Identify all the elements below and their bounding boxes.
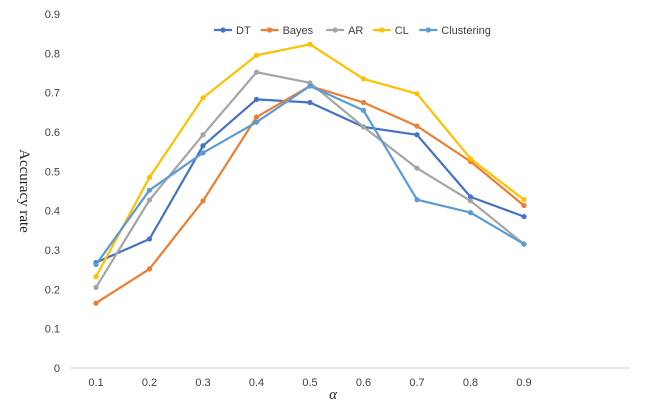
legend-item: AR xyxy=(326,25,363,37)
x-tick-label: 0.1 xyxy=(88,377,103,389)
series-cl xyxy=(93,41,527,280)
data-point xyxy=(200,150,206,156)
data-point xyxy=(467,198,474,204)
data-point xyxy=(521,241,527,247)
x-axis-title: α xyxy=(329,387,338,403)
data-point xyxy=(414,123,420,129)
y-axis-title: Accuracy rate xyxy=(16,149,32,233)
legend-item: Bayes xyxy=(260,25,314,37)
legend: DT Bayes AR CL Clustering xyxy=(214,25,491,37)
data-point xyxy=(253,119,260,125)
y-tick-label: 0.6 xyxy=(45,127,60,139)
data-point xyxy=(93,300,99,306)
series-line xyxy=(94,84,526,266)
legend-swatch-marker xyxy=(379,27,385,33)
x-tick-label: 0.6 xyxy=(356,377,371,389)
y-tick-label: 0.1 xyxy=(45,324,60,336)
legend-item: CL xyxy=(372,25,409,37)
data-point xyxy=(467,210,474,216)
legend-label: Clustering xyxy=(441,25,491,37)
x-tick-label: 0.7 xyxy=(409,377,424,389)
data-point xyxy=(93,274,99,280)
y-tick-label: 0.2 xyxy=(45,284,60,296)
data-point xyxy=(360,124,367,130)
data-point xyxy=(414,132,420,138)
data-point xyxy=(253,69,260,75)
data-point xyxy=(200,132,206,138)
y-tick-label: 0.8 xyxy=(45,48,60,60)
x-tick-label: 0.5 xyxy=(302,377,317,389)
data-point xyxy=(307,99,313,106)
data-point xyxy=(467,156,474,162)
x-tick-label: 0.8 xyxy=(463,377,478,389)
data-point xyxy=(146,236,153,242)
data-point xyxy=(200,198,206,204)
legend-swatch-marker xyxy=(220,27,226,33)
data-point xyxy=(521,197,527,203)
data-point xyxy=(200,143,206,149)
data-point xyxy=(253,114,260,120)
data-point xyxy=(414,197,420,203)
x-tick-label: 0.2 xyxy=(142,377,157,389)
series-line xyxy=(94,98,526,264)
y-tick-label: 0 xyxy=(54,363,60,375)
series-line xyxy=(94,43,526,278)
data-point xyxy=(521,202,527,209)
series-clustering xyxy=(93,83,527,268)
legend-label: Bayes xyxy=(283,25,314,37)
data-point xyxy=(360,107,367,113)
data-point xyxy=(307,83,313,89)
data-point xyxy=(146,187,153,193)
legend-item: DT xyxy=(214,25,251,37)
series-dt xyxy=(93,96,527,266)
data-point xyxy=(146,174,153,180)
y-tick-label: 0.9 xyxy=(45,9,60,21)
x-tick-label: 0.9 xyxy=(516,377,531,389)
series-layer xyxy=(93,41,527,306)
data-point xyxy=(521,213,527,220)
y-tick-label: 0.5 xyxy=(45,166,60,178)
data-point xyxy=(93,284,99,290)
x-tick-label: 0.3 xyxy=(195,377,210,389)
data-point xyxy=(146,266,153,272)
y-tick-label: 0.4 xyxy=(45,206,60,218)
y-tick-label: 0.3 xyxy=(45,245,60,257)
legend-swatch-marker xyxy=(267,27,273,33)
data-point xyxy=(414,165,420,171)
legend-swatch-marker xyxy=(425,27,431,33)
legend-label: CL xyxy=(395,25,409,37)
data-point xyxy=(467,194,474,200)
legend-label: AR xyxy=(348,25,363,37)
data-point xyxy=(253,52,260,58)
data-point xyxy=(414,91,420,97)
legend-item: Clustering xyxy=(419,25,491,37)
data-point xyxy=(146,197,153,203)
legend-swatch-marker xyxy=(332,27,338,33)
y-tick-label: 0.7 xyxy=(45,88,60,100)
data-point xyxy=(307,41,313,47)
data-point xyxy=(253,96,260,102)
data-point xyxy=(93,261,99,268)
legend-label: DT xyxy=(236,25,251,37)
y-axis-ticks: 0 0.1 0.2 0.3 0.4 0.5 0.6 0.7 0.8 0.9 xyxy=(45,9,60,375)
data-point xyxy=(360,99,367,106)
x-tick-label: 0.4 xyxy=(249,377,264,389)
data-point xyxy=(360,76,367,82)
data-point xyxy=(200,95,206,101)
x-axis-ticks: 0.1 0.2 0.3 0.4 0.5 0.6 0.7 0.8 0.9 xyxy=(88,377,531,389)
